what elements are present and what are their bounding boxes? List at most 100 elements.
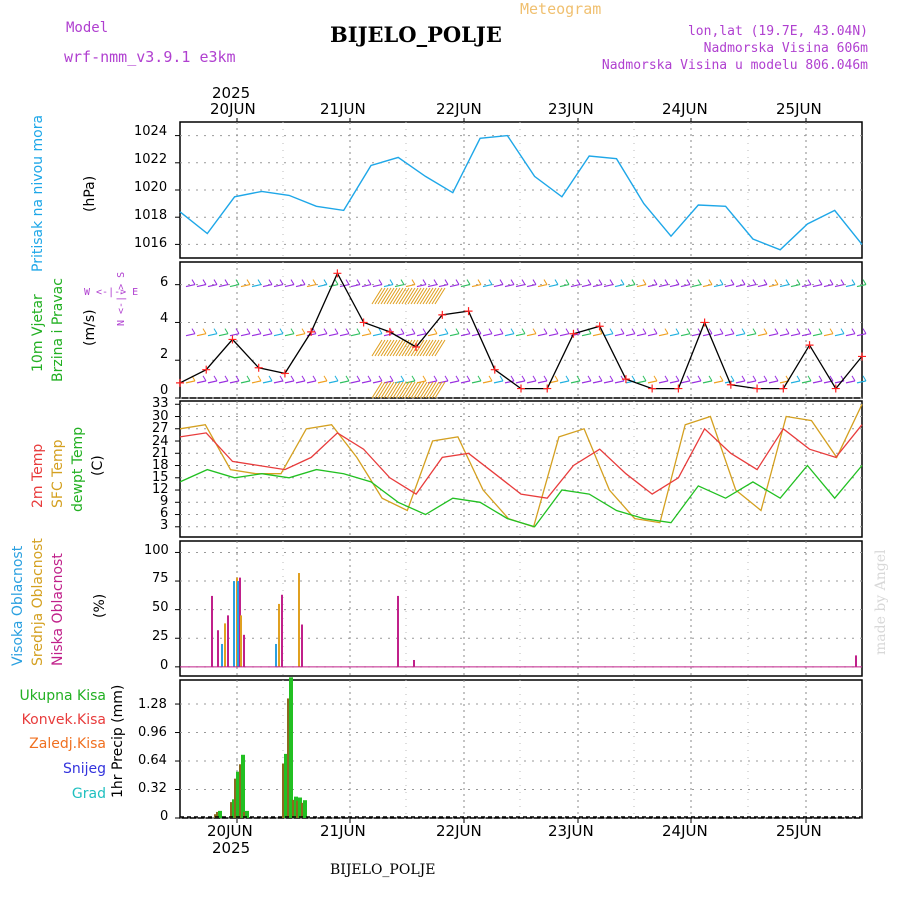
wind-barb-flag (279, 375, 284, 382)
wind-barb-flag (323, 375, 328, 382)
wind-barb (428, 287, 440, 305)
wind-barb (380, 287, 392, 305)
wind-barb-flag (675, 328, 680, 334)
wind-barb (398, 381, 410, 399)
day-label-top: 20JUN (210, 100, 256, 118)
wind-barb-flag (356, 328, 361, 334)
wind-speed-marker (280, 369, 289, 378)
wind-barb (262, 333, 273, 337)
cloud-bar-high (275, 643, 277, 667)
wind-barb-flag (730, 375, 735, 382)
wind-barb-flag (433, 375, 438, 382)
wind-barb (405, 380, 416, 384)
wind-barb (790, 283, 801, 288)
cloud-bar-low (243, 634, 245, 667)
wind-barb (295, 380, 306, 384)
wind-barb (419, 339, 431, 357)
cloud-bar-low (397, 595, 399, 667)
page-title: BIJELO_POLJE (330, 22, 502, 47)
wind-barb (350, 380, 361, 384)
day-label-bottom: 20JUN (207, 822, 253, 840)
precip-total-bar (245, 810, 249, 818)
wind-barb-flag (862, 279, 867, 285)
wind-barb-flag (301, 375, 306, 382)
wind-barb (284, 380, 295, 384)
cloud-bar-low (301, 624, 303, 667)
wind-barb (372, 283, 383, 288)
wind-barb (207, 283, 218, 288)
wind-barb (548, 283, 559, 288)
wind-barb (383, 333, 394, 337)
wind-barb (746, 283, 757, 288)
wind-barb (380, 339, 392, 357)
wind-barb-flag (741, 328, 746, 334)
wind-barb-flag (191, 328, 196, 334)
wind-speed-marker (176, 378, 184, 387)
wind-barb-flag (609, 375, 614, 382)
wind-barb (284, 333, 295, 337)
wind-barb-flag (796, 328, 801, 334)
wind-barb-flag (301, 279, 306, 285)
wind-barb (196, 380, 207, 384)
wind-speed-marker (385, 327, 394, 336)
wind-barb-flag (829, 375, 834, 382)
wind-barb (416, 339, 428, 357)
wind-barb (422, 339, 434, 357)
wind-barb (386, 339, 398, 357)
wind-barb (413, 381, 425, 399)
wind-barb-flag (268, 375, 273, 382)
wind-barb-flag (532, 375, 537, 382)
wind-barb (229, 283, 240, 288)
wind-barb (389, 381, 401, 399)
wind-barb-flag (235, 279, 240, 285)
wind-barb (460, 283, 471, 288)
wind-barb (801, 380, 812, 384)
cloud-bar-low (281, 594, 283, 667)
wind-barb-flag (411, 328, 416, 334)
year-bottom: 2025 (212, 839, 251, 857)
wind-barb (350, 333, 361, 337)
wind-barb (416, 381, 428, 399)
wind-barb (526, 283, 537, 288)
pressure-frame (179, 121, 863, 259)
wind-barb-flag (807, 279, 812, 285)
wind-barb-flag (268, 279, 273, 285)
tick-label: 75 (152, 571, 169, 586)
wind-barb-flag (851, 375, 856, 382)
tick-label: 1016 (134, 236, 168, 251)
wind-barb-flag (774, 328, 779, 334)
wind-barb (386, 287, 398, 305)
precip-total-bar (289, 677, 293, 818)
wind-barb-flag (521, 375, 526, 382)
wind-barb (504, 380, 515, 384)
wind-barb-flag (455, 328, 460, 334)
wind-barb (273, 380, 284, 384)
wind-barb-flag (763, 375, 768, 382)
tick-label: 25 (152, 629, 169, 644)
wind-barb-flag (708, 328, 713, 334)
pressure-line (179, 134, 863, 251)
wind-barb (768, 380, 779, 384)
wind-barb (328, 380, 339, 384)
wind-barb-flag (367, 279, 372, 285)
footer-station: BIJELO_POLJE (330, 862, 436, 878)
wind-barb (548, 333, 559, 337)
precip-legend-snow: Snijeg (62, 761, 106, 777)
wind-barb (427, 333, 438, 337)
wind-barb-flag (510, 279, 515, 285)
wind-barb-flag (840, 279, 845, 285)
cloud-bar-mid (224, 623, 226, 667)
wind-barb (691, 283, 702, 288)
wind-barb-flag (433, 328, 438, 334)
wind-speed-marker (858, 352, 866, 361)
wind-barb-flag (785, 279, 790, 285)
wind-barb (845, 380, 856, 384)
wind-barb-flag (840, 328, 845, 334)
precip-total-bar (284, 753, 288, 818)
wind-barb (570, 283, 581, 288)
wind-barb (647, 283, 658, 288)
wind-barb-flag (807, 328, 812, 334)
wind-barb-flag (411, 375, 416, 382)
precip-conv-bar (282, 763, 284, 818)
wind-barb-flag (235, 328, 240, 334)
